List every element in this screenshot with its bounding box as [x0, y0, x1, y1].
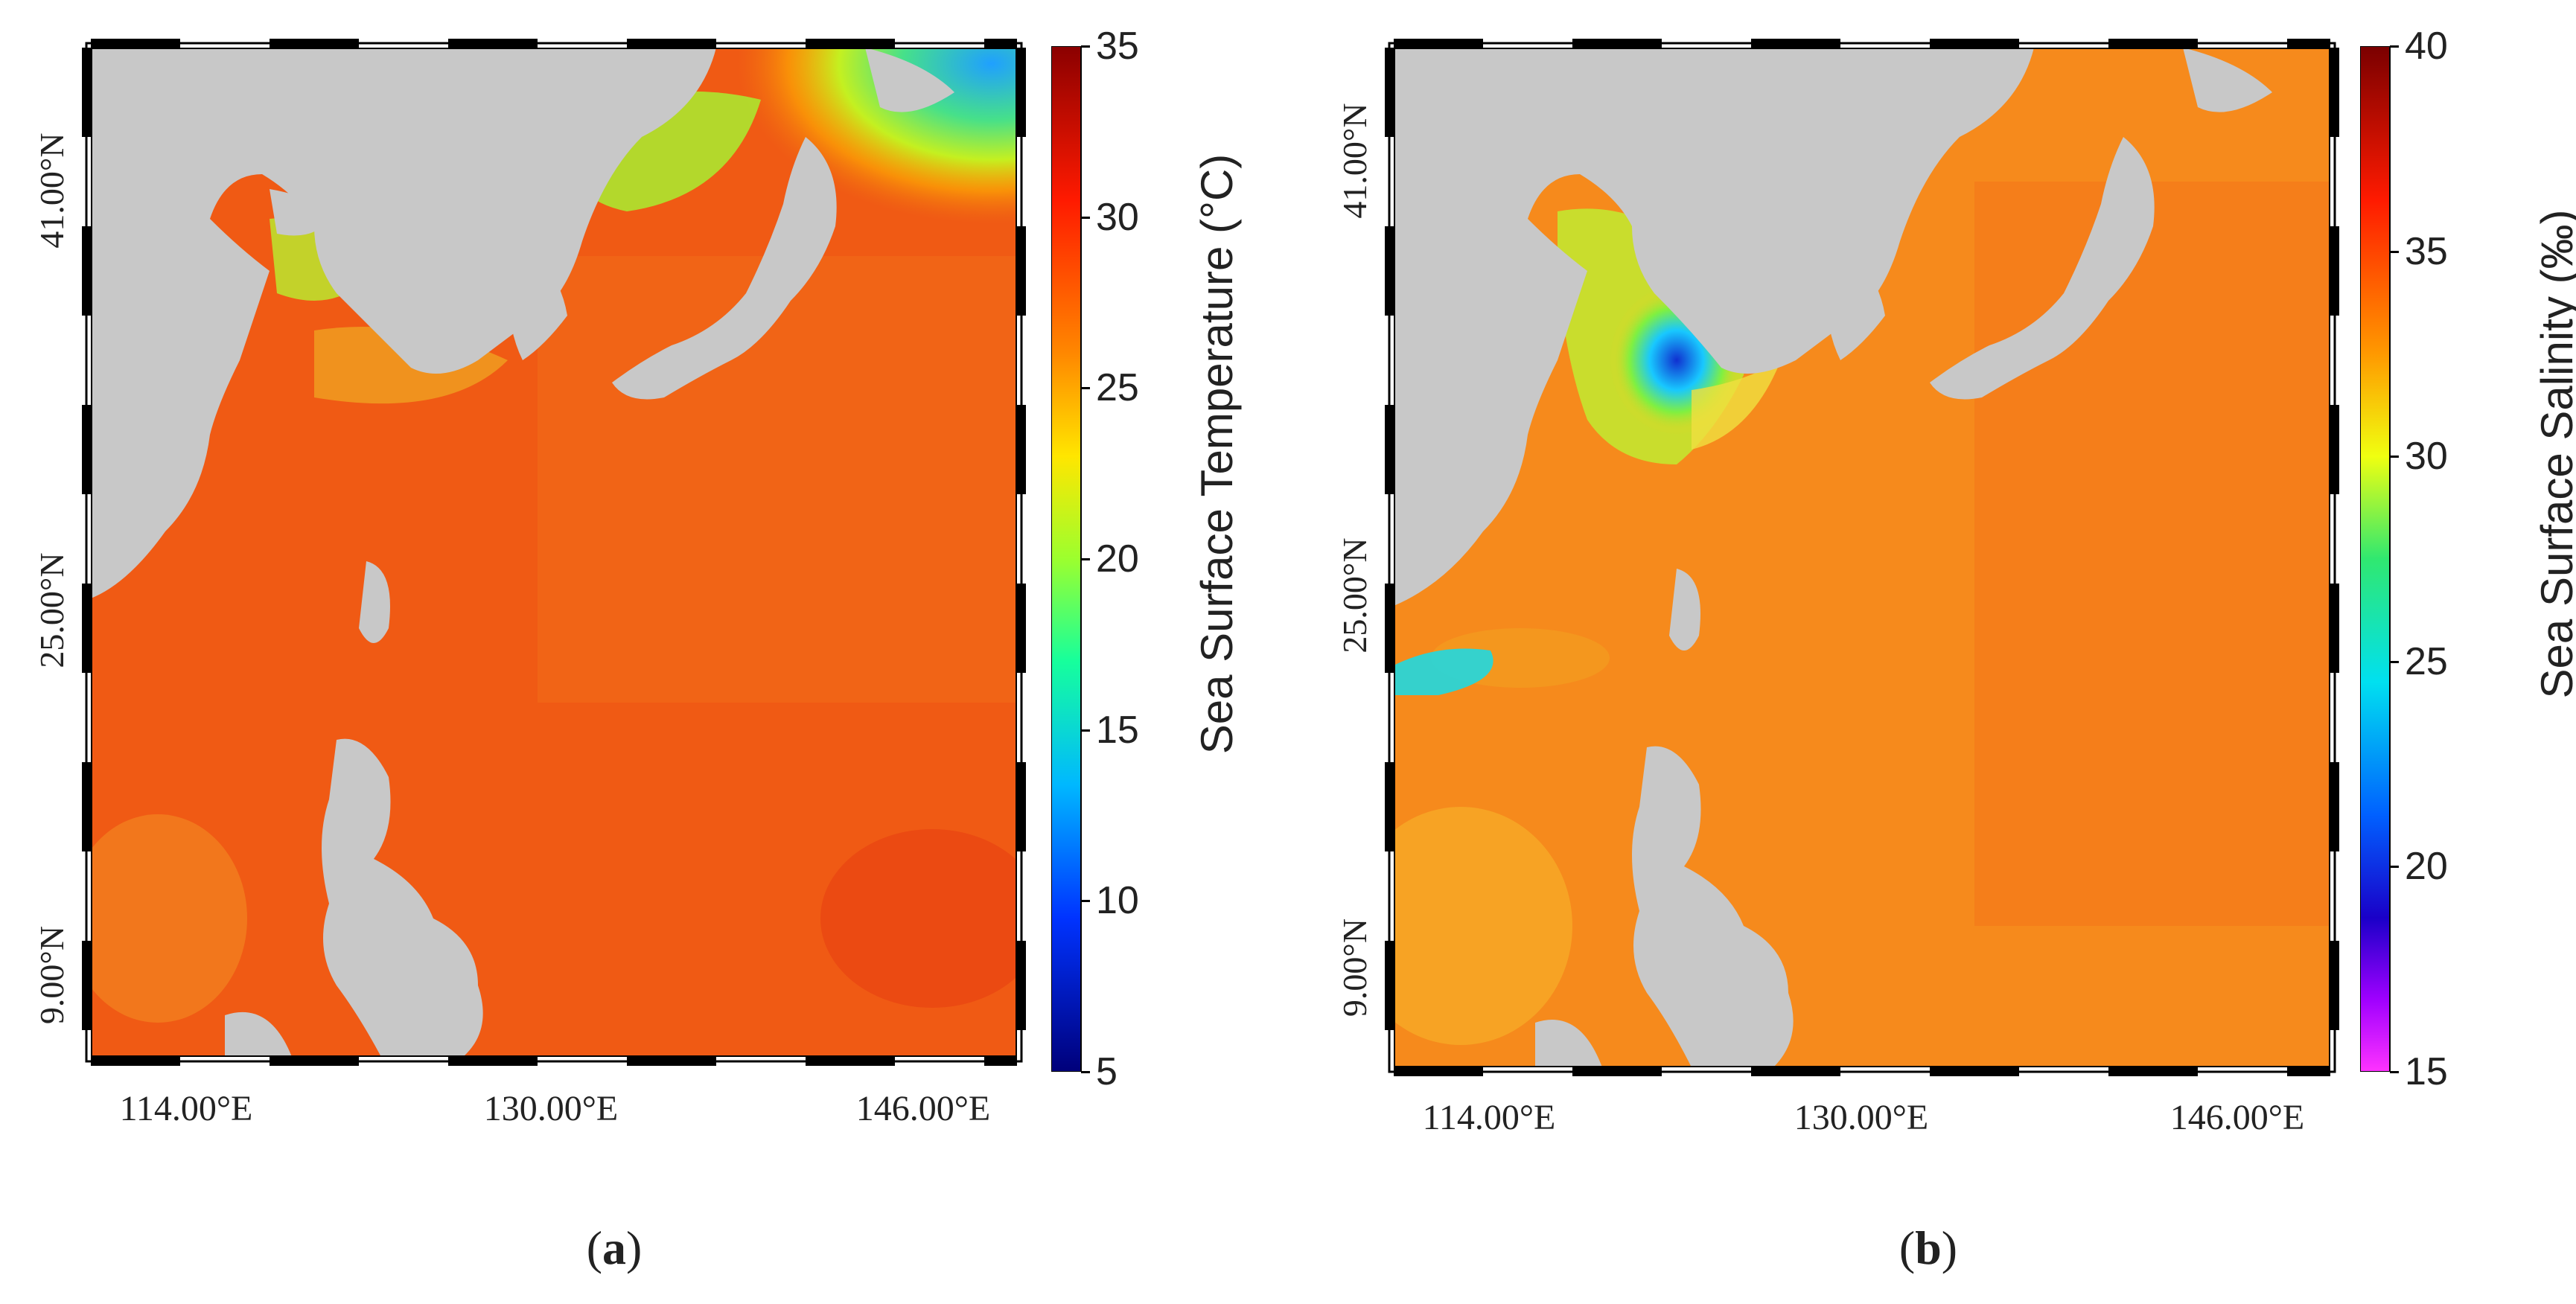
colorbar-tick — [2390, 45, 2399, 48]
colorbar-tick-label: 5 — [1096, 1050, 1118, 1093]
lon-label-130: 130.00°E — [1794, 1098, 1929, 1137]
colorbar-tick-label: 30 — [2405, 435, 2448, 479]
panel-label-b: (b) — [1898, 1221, 1958, 1274]
sss-colorbar-title: Sea Surface Salinity (‰) — [2532, 209, 2576, 699]
colorbar-tick — [2390, 250, 2399, 253]
colorbar-tick — [1081, 1071, 1090, 1073]
colorbar-tick-label: 40 — [2405, 25, 2448, 68]
land-philippines — [322, 738, 483, 1057]
land-asia — [91, 48, 716, 598]
lon-label-130: 130.00°E — [483, 1089, 619, 1128]
colorbar-tick — [1081, 216, 1090, 219]
land-taiwan — [1669, 569, 1700, 651]
frame-checker-a — [82, 39, 1026, 1066]
panel-label-a: (a) — [586, 1221, 643, 1274]
frame-checker-b — [1385, 39, 2339, 1076]
land-taiwan — [359, 561, 390, 643]
colorbar-tick — [2390, 1071, 2399, 1073]
colorbar-tick-label: 25 — [2405, 639, 2448, 683]
sst-map — [91, 48, 1017, 1057]
colorbar-tick — [2390, 866, 2399, 869]
land-japan — [1930, 137, 2155, 400]
colorbar-tick-label: 25 — [1096, 366, 1139, 410]
colorbar-tick — [1081, 900, 1090, 903]
sss-map — [1394, 48, 2330, 1067]
lon-label-146: 146.00°E — [2169, 1098, 2305, 1137]
land-asia — [1394, 48, 2034, 606]
colorbar-tick-label: 35 — [2405, 229, 2448, 273]
colorbar-tick-label: 35 — [1096, 25, 1139, 68]
colorbar-tick — [1081, 387, 1090, 390]
land-philippines — [1632, 746, 1794, 1067]
lat-label-9: 9.00°N — [1336, 918, 1374, 1017]
colorbar-tick-label: 10 — [1096, 879, 1139, 923]
colorbar-tick — [2390, 456, 2399, 458]
colorbar-tick-label: 15 — [2405, 1050, 2448, 1093]
colorbar-tick-label: 30 — [1096, 195, 1139, 239]
lon-label-114: 114.00°E — [1422, 1098, 1556, 1137]
sss-colorbar — [2360, 46, 2391, 1072]
lon-label-146: 146.00°E — [855, 1089, 991, 1128]
colorbar-tick — [1081, 45, 1090, 48]
colorbar-tick-label: 20 — [2405, 845, 2448, 889]
lat-label-25: 25.00°N — [1336, 537, 1374, 653]
land-japan — [612, 137, 837, 400]
colorbar-tick-label: 15 — [1096, 708, 1139, 752]
lon-label-114: 114.00°E — [119, 1089, 253, 1128]
lat-label-41: 41.00°N — [1336, 103, 1374, 219]
colorbar-tick-label: 20 — [1096, 537, 1139, 581]
colorbar-tick — [1081, 729, 1090, 732]
colorbar-tick — [1081, 558, 1090, 560]
colorbar-tick — [2390, 660, 2399, 663]
